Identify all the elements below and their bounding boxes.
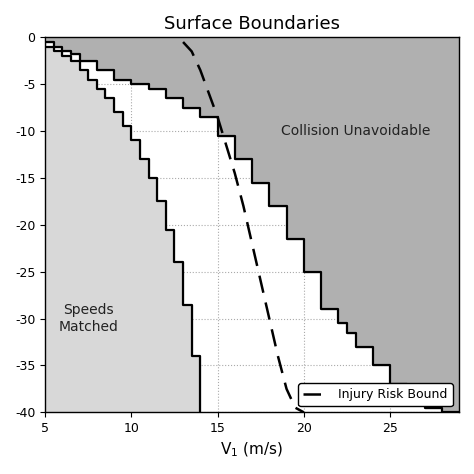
Text: Speeds
Matched: Speeds Matched (58, 303, 118, 334)
X-axis label: V$_1$ (m/s): V$_1$ (m/s) (220, 441, 283, 459)
Polygon shape (45, 37, 459, 412)
Text: Collision Unavoidable: Collision Unavoidable (281, 124, 430, 138)
Polygon shape (45, 37, 201, 412)
Title: Surface Boundaries: Surface Boundaries (164, 15, 340, 33)
Legend: Injury Risk Bound: Injury Risk Bound (298, 383, 453, 406)
